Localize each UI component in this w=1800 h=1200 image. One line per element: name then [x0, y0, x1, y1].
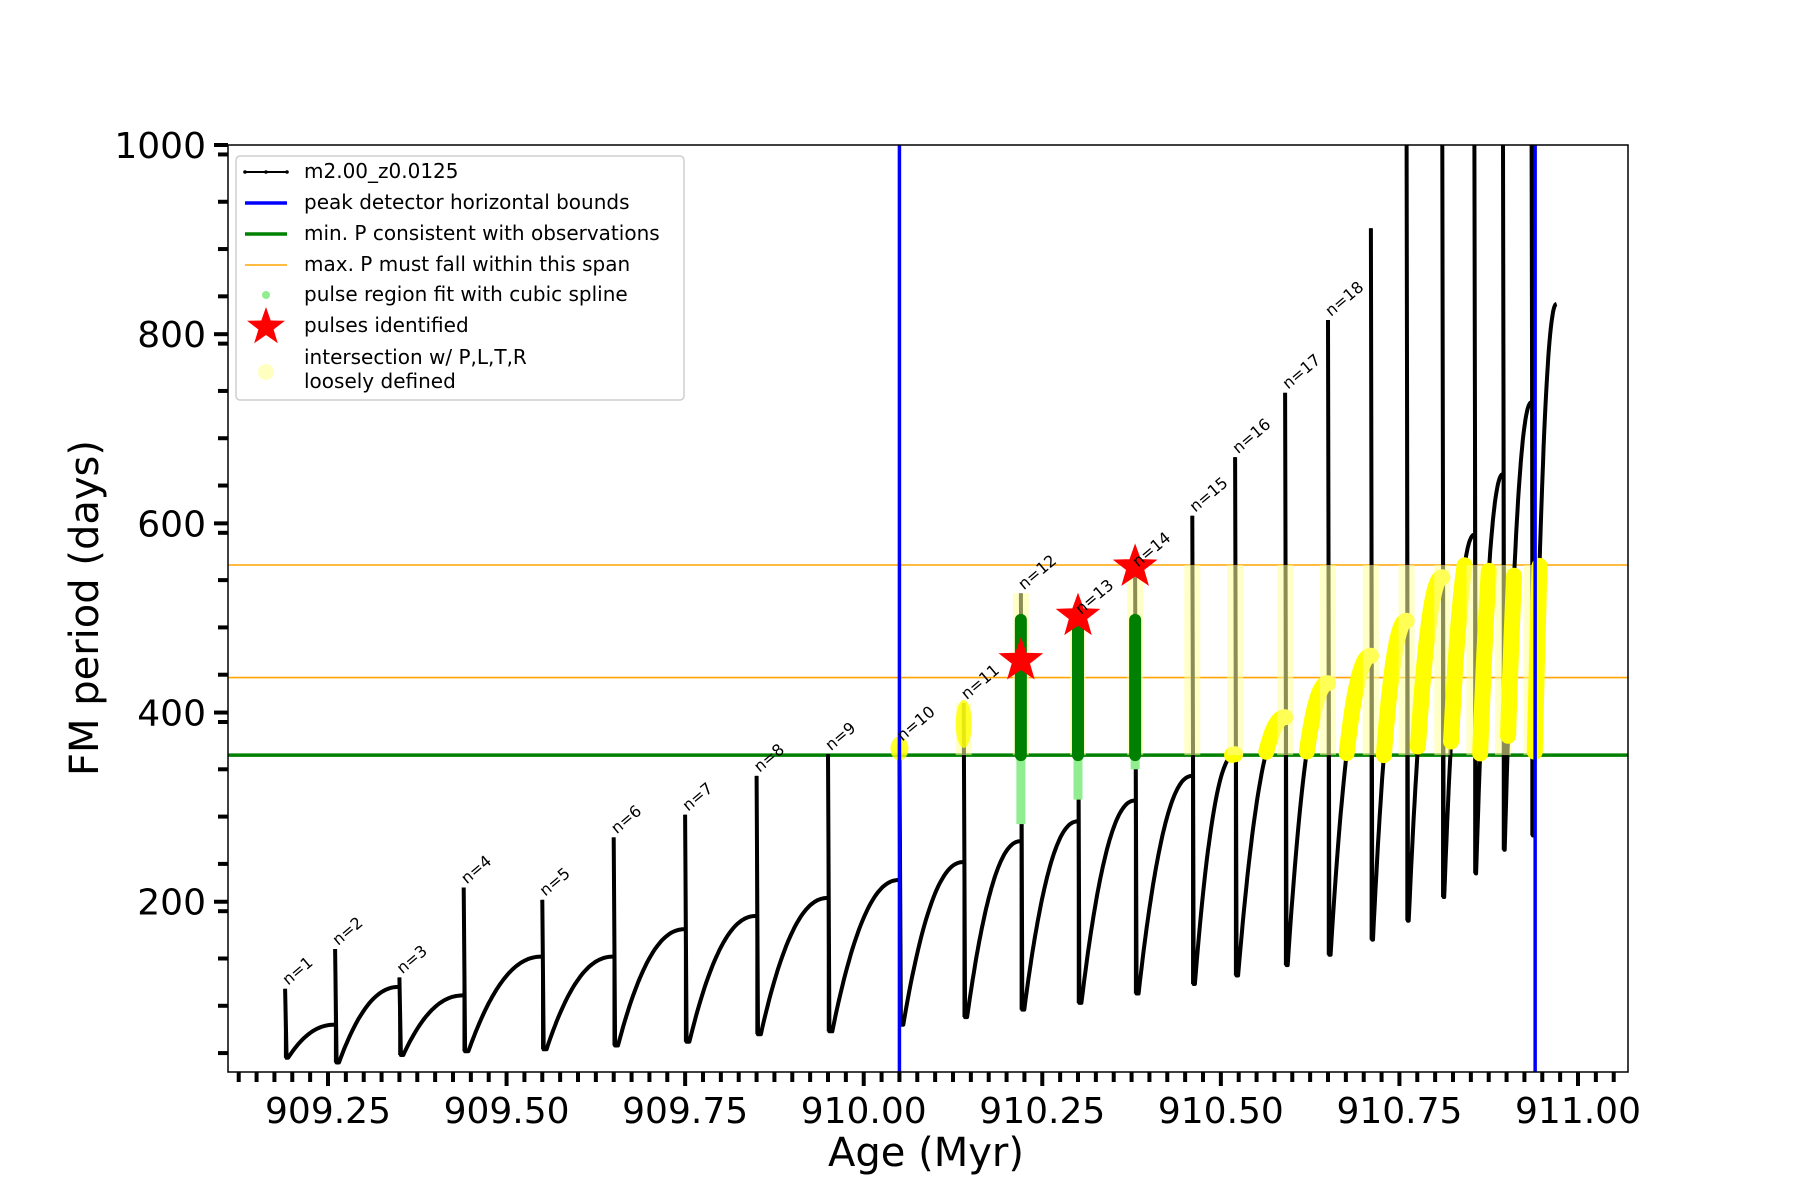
pulse-curve — [826, 754, 900, 1034]
pulse-curve — [1133, 570, 1193, 996]
legend-handle-dot — [264, 170, 268, 174]
intersection-band — [1184, 564, 1201, 756]
legend-handle-dot — [285, 170, 289, 174]
y-tick-label: 200 — [137, 883, 206, 924]
intersection-band — [1227, 564, 1244, 756]
pulse-curve — [283, 988, 336, 1060]
y-axis-label: FM period (days) — [62, 440, 108, 776]
pulse-curve — [961, 703, 1022, 1020]
intersection-blob — [955, 699, 972, 748]
pulse-star — [1112, 543, 1158, 586]
legend-label: pulse region fit with cubic spline — [304, 282, 628, 306]
legend-label: loosely defined — [304, 369, 456, 393]
legend-handle — [258, 364, 274, 380]
pulse-curve — [540, 899, 614, 1052]
axes: 200 400 600 800 1000 909.25 909.50 909.75 910.00… — [114, 126, 1641, 1132]
y-tick-label: 1000 — [114, 126, 206, 167]
y-tick-label: 400 — [137, 694, 206, 735]
intersection-arc — [1443, 557, 1473, 750]
x-tick-label: 909.25 — [265, 1091, 391, 1132]
x-tick-label: 909.75 — [622, 1091, 748, 1132]
intersection-arc — [1472, 562, 1497, 762]
legend-handle-dot — [243, 170, 247, 174]
legend-label: peak detector horizontal bounds — [304, 190, 630, 214]
legend-label: pulses identified — [304, 313, 469, 337]
x-tick-label: 910.75 — [1336, 1091, 1462, 1132]
y-tick-label: 600 — [137, 504, 206, 545]
x-axis-label: Age (Myr) — [828, 1130, 1024, 1176]
legend-box — [235, 155, 685, 401]
legend-label: min. P consistent with observations — [304, 221, 660, 245]
pulse-star — [998, 637, 1044, 680]
pulse-curve — [1018, 593, 1079, 1012]
pulse-curve — [611, 837, 686, 1048]
pulse-star — [1055, 592, 1101, 636]
intersection-band — [1362, 564, 1379, 756]
x-tick-label: 911.00 — [1515, 1091, 1641, 1132]
intersection-arc — [1500, 567, 1523, 744]
pulse-curve — [333, 948, 400, 1065]
intersection-band — [1398, 564, 1415, 756]
intersection-band — [1320, 564, 1336, 756]
pulse-curve — [397, 977, 465, 1057]
pulse-curve — [1076, 617, 1136, 1005]
legend-handle — [247, 307, 285, 344]
pulse-curve — [897, 744, 965, 1027]
x-tick-label: 910.00 — [801, 1091, 927, 1132]
legend-label: m2.00_z0.0125 — [304, 159, 459, 183]
pulse-curve — [461, 887, 543, 1054]
legend-label: intersection w/ P,L,T,R — [304, 345, 527, 369]
legend-label: max. P must fall within this span — [304, 252, 630, 276]
y-tick-label: 800 — [137, 315, 206, 356]
axes-frame — [227, 144, 1629, 1073]
x-tick-label: 910.25 — [979, 1091, 1105, 1132]
x-tick-label: 910.50 — [1158, 1091, 1284, 1132]
x-tick-label: 909.50 — [444, 1091, 570, 1132]
legend-handle — [262, 291, 270, 299]
pulse-curve — [754, 775, 829, 1037]
pulse-curve — [683, 814, 757, 1044]
intersection-band — [1277, 564, 1294, 756]
